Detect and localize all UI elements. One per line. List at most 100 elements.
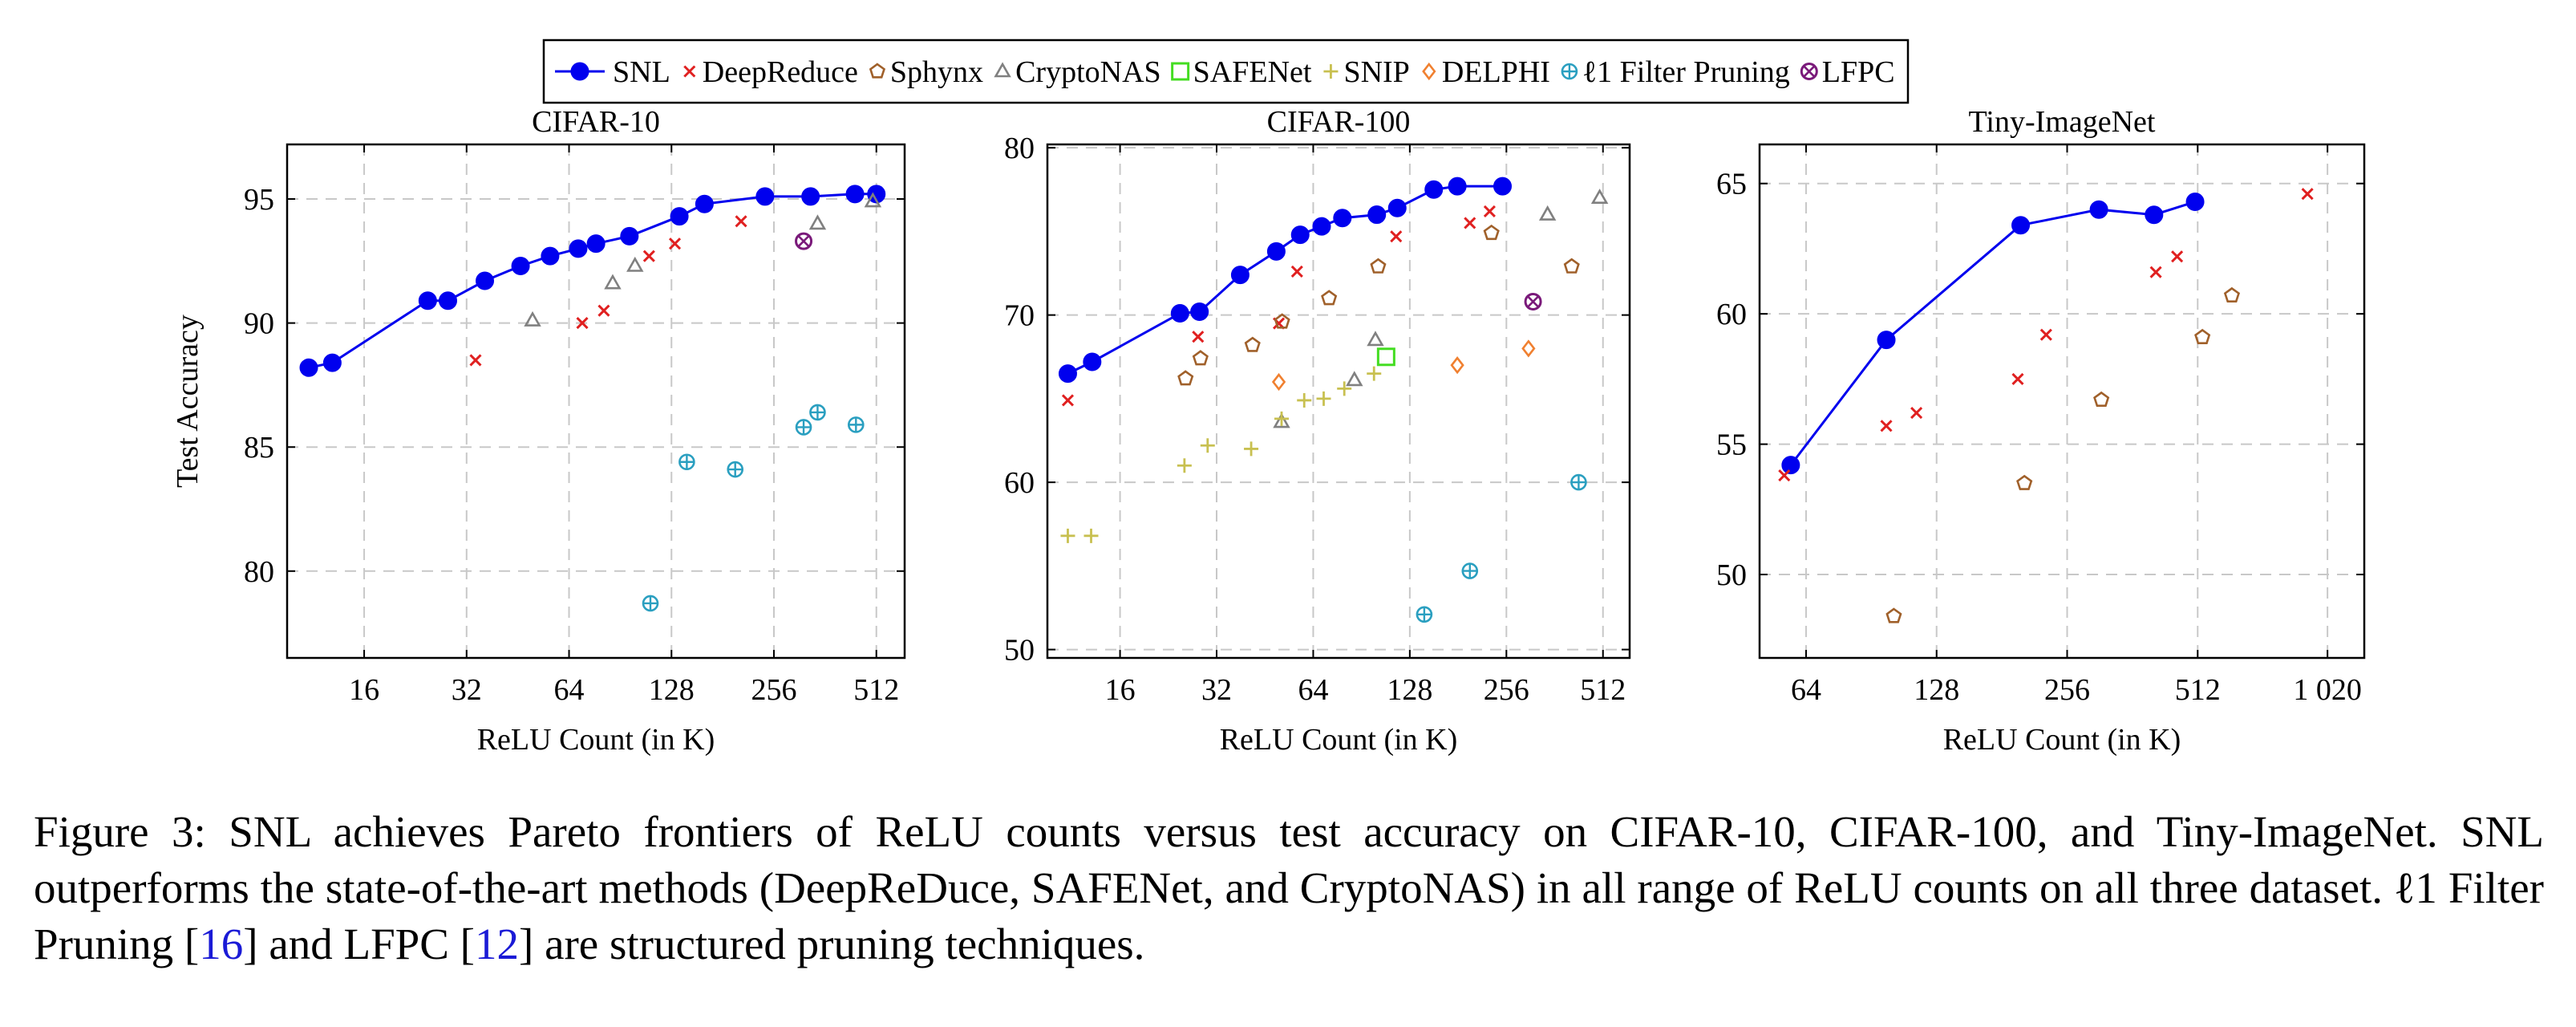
point-snip <box>1177 458 1192 473</box>
point-snl <box>1424 180 1444 199</box>
point-l1-filter-pruning <box>727 461 744 478</box>
series-l1-filter-pruning <box>642 404 865 612</box>
point-snl <box>1781 456 1800 475</box>
point-deepreduce <box>735 215 747 228</box>
x-tick-label: 256 <box>2044 673 2090 707</box>
legend-box <box>542 39 1910 104</box>
point-deepreduce <box>1390 230 1403 243</box>
legend-label-snl: SNL <box>613 55 670 89</box>
point-cryptonas <box>1538 205 1557 221</box>
point-deepreduce <box>2149 266 2162 278</box>
point-snl <box>1387 198 1407 217</box>
point-l1-filter-pruning <box>1416 606 1433 623</box>
x-tick-label: 64 <box>1791 673 1821 707</box>
panel-title: CIFAR-10 <box>532 105 660 139</box>
series-safenet <box>1376 347 1395 367</box>
point-snl <box>1190 302 1209 321</box>
point-sphynx <box>1885 607 1902 623</box>
point-snl <box>2089 200 2108 219</box>
point-deepreduce <box>576 317 589 330</box>
point-snl <box>2185 192 2205 211</box>
legend-label-l1-filter-pruning: ℓ1 Filter Pruning <box>1582 55 1790 89</box>
point-sphynx <box>1321 290 1338 306</box>
point-sphynx <box>2223 286 2241 303</box>
legend-marker-lfpc <box>1800 63 1818 80</box>
point-sphynx <box>2016 474 2033 490</box>
citation-link-16[interactable]: 16 <box>199 919 244 968</box>
point-snl <box>1058 364 1077 384</box>
point-snl <box>1312 217 1331 236</box>
point-cryptonas <box>626 256 644 272</box>
point-cryptonas <box>524 311 541 327</box>
point-cryptonas <box>604 274 622 290</box>
point-sphynx <box>1563 258 1580 274</box>
point-lfpc <box>1524 292 1542 311</box>
x-axis-label: ReLU Count (in K) <box>477 723 715 757</box>
point-sphynx <box>1370 258 1387 274</box>
series-line-snl <box>1067 185 1503 375</box>
plot-frame <box>1758 143 2366 660</box>
point-cryptonas <box>808 214 827 230</box>
x-tick-label: 256 <box>1484 673 1529 707</box>
legend-item-snl: SNL <box>555 55 670 89</box>
figure-caption: Figure 3: SNL achieves Pareto frontiers … <box>34 804 2544 972</box>
legend-label-deepreduce: DeepReduce <box>703 55 858 89</box>
point-snl <box>801 187 820 206</box>
point-deepreduce <box>2039 328 2052 341</box>
legend-label-sphynx: Sphynx <box>890 55 983 89</box>
point-sphynx <box>1177 370 1194 386</box>
point-deepreduce <box>1061 394 1075 407</box>
x-tick-label: 128 <box>1914 673 1959 707</box>
legend-label-safenet: SAFENet <box>1193 55 1312 89</box>
point-snl <box>1170 304 1189 323</box>
point-snl <box>1333 209 1352 228</box>
point-deepreduce <box>2301 188 2314 201</box>
x-tick-label: 512 <box>1580 673 1626 707</box>
point-snl <box>867 185 886 204</box>
legend-marker-snl <box>570 62 589 81</box>
point-deepreduce <box>1880 420 1893 432</box>
point-deepreduce <box>1910 407 1923 420</box>
point-snl <box>1290 225 1310 245</box>
point-deepreduce <box>469 354 482 367</box>
point-cryptonas <box>1367 331 1384 347</box>
point-snl <box>755 187 775 206</box>
legend-item-safenet: SAFENet <box>1171 55 1312 89</box>
legend-item-delphi: DELPHI <box>1422 55 1550 89</box>
point-sphynx <box>2093 391 2110 408</box>
point-deepreduce <box>1778 469 1791 482</box>
legend-label-cryptonas: CryptoNAS <box>1015 55 1161 89</box>
point-snl <box>620 226 639 246</box>
point-cryptonas <box>1346 371 1363 387</box>
point-sphynx <box>1483 224 1500 241</box>
citation-link-12[interactable]: 12 <box>475 919 519 968</box>
point-snl <box>2011 216 2031 235</box>
legend-marker-snip <box>1323 64 1339 79</box>
legend-item-sphynx: Sphynx <box>869 55 983 89</box>
point-l1-filter-pruning <box>1461 562 1479 579</box>
series-deepreduce <box>1061 205 1496 407</box>
legend-marker-safenet <box>1171 62 1190 81</box>
point-snl <box>511 256 530 275</box>
point-sphynx <box>1274 313 1290 329</box>
legend-label-delphi: DELPHI <box>1442 55 1550 89</box>
point-snip <box>1200 438 1215 453</box>
point-deepreduce <box>1464 217 1476 229</box>
point-snl <box>586 234 606 254</box>
y-tick-label: 50 <box>1716 558 1747 592</box>
x-tick-label: 512 <box>853 673 899 707</box>
point-snip <box>1316 391 1331 406</box>
x-tick-label: 128 <box>649 673 695 707</box>
plot-frame <box>286 143 906 660</box>
series-sphynx <box>1885 286 2241 623</box>
caption-text-end: ] are structured pruning techniques. <box>519 919 1145 968</box>
point-deepreduce <box>642 250 655 262</box>
point-snl <box>1367 205 1387 225</box>
point-snip <box>1274 411 1289 426</box>
legend-marker-l1-filter-pruning <box>1561 63 1578 80</box>
point-cryptonas <box>864 192 882 208</box>
point-snl <box>1230 266 1250 285</box>
x-tick-label: 1 020 <box>2293 673 2362 707</box>
point-snl <box>418 291 437 311</box>
